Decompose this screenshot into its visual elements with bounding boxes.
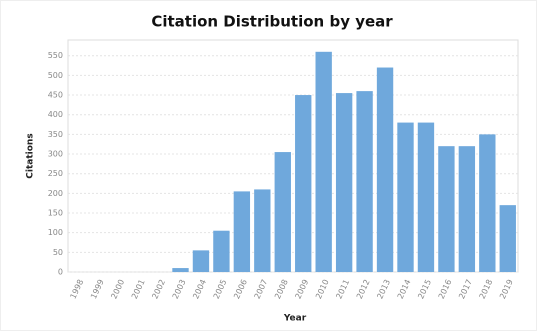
bar	[397, 122, 414, 273]
bar	[213, 230, 230, 272]
y-tick-label: 0	[58, 268, 63, 277]
bar	[479, 134, 496, 272]
x-axis-label: Year	[283, 314, 307, 324]
y-tick-label: 250	[48, 169, 63, 178]
bar	[356, 91, 373, 272]
y-tick-label: 350	[48, 130, 63, 139]
y-tick-label: 300	[48, 150, 63, 159]
bar	[274, 152, 291, 272]
y-tick-label: 400	[48, 110, 63, 119]
chart-title: Citation Distribution by year	[151, 13, 393, 31]
y-tick-label: 550	[48, 51, 63, 60]
bar	[438, 146, 455, 272]
y-tick-label: 450	[48, 91, 63, 100]
y-tick-label: 500	[48, 71, 63, 80]
bar	[458, 146, 476, 272]
y-tick-label: 150	[48, 209, 63, 218]
bar	[172, 268, 189, 272]
y-tick-label: 200	[48, 189, 63, 198]
bar	[376, 67, 394, 272]
y-axis-label: Citations	[26, 133, 36, 178]
bar	[315, 51, 332, 272]
y-tick-label: 100	[48, 228, 63, 237]
bar	[192, 250, 210, 272]
y-tick-label: 50	[53, 248, 63, 257]
bar	[417, 122, 435, 273]
bar	[254, 189, 271, 272]
bar	[499, 205, 516, 272]
bar	[335, 93, 353, 272]
bar	[295, 95, 312, 273]
bar	[233, 191, 251, 272]
